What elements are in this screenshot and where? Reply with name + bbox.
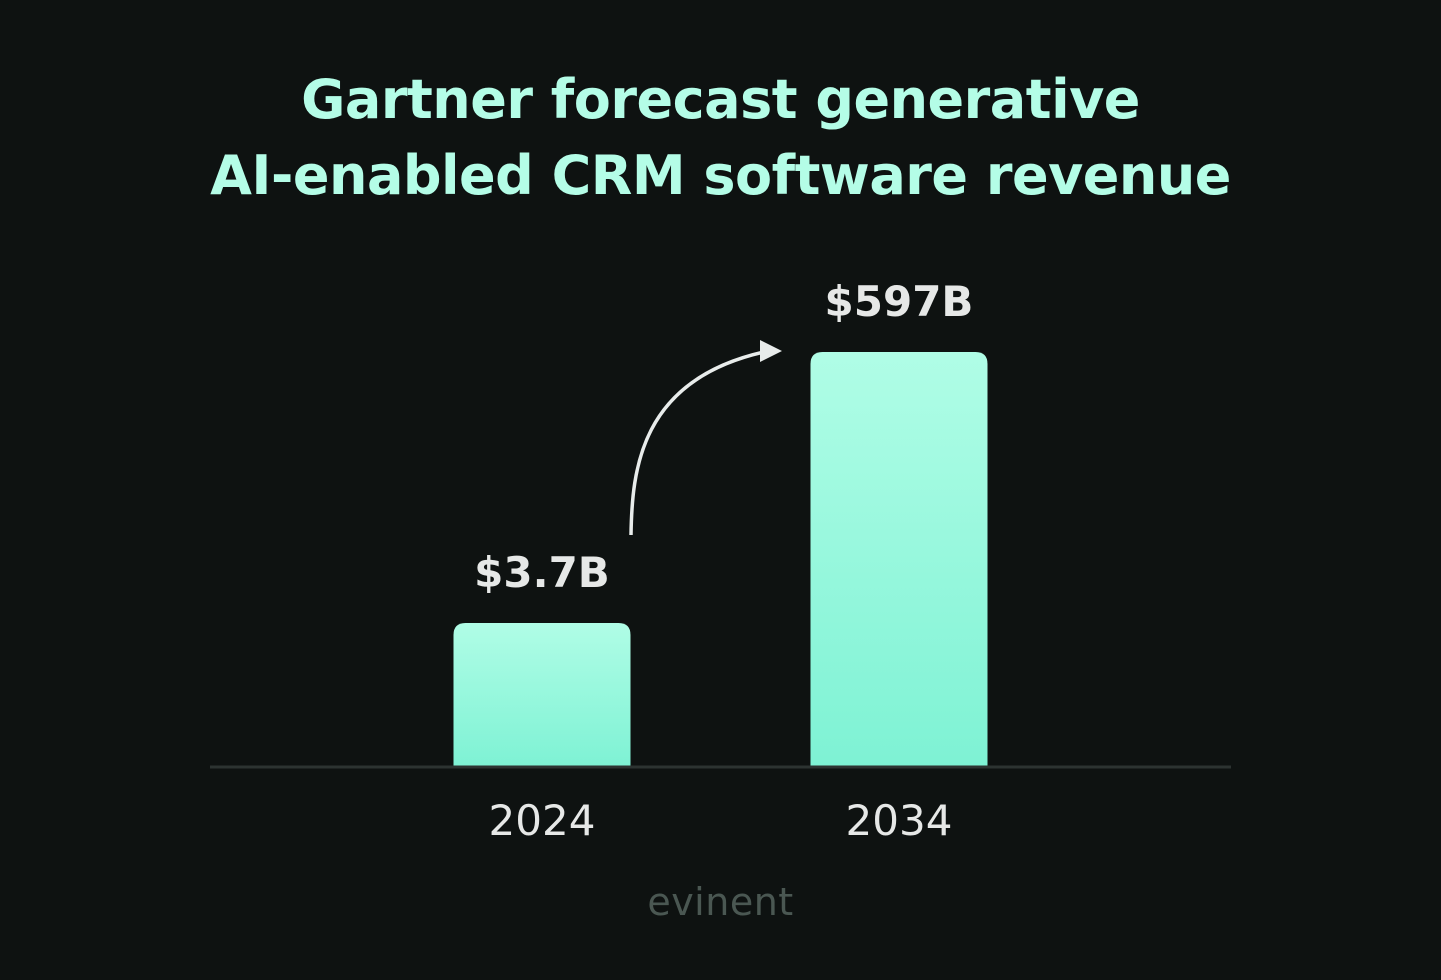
value-label-2034: $597B	[825, 277, 974, 326]
brand-logo: evinent	[647, 880, 794, 924]
value-label-2024: $3.7B	[474, 548, 610, 597]
chart-title-line-1: Gartner forecast generative	[301, 68, 1140, 131]
chart-title-line-2: AI-enabled CRM software revenue	[210, 144, 1231, 207]
tick-labels-group: 2024 2034	[489, 796, 953, 845]
chart-title: Gartner forecast generative AI-enabled C…	[0, 62, 1441, 214]
growth-arrow	[629, 350, 765, 536]
bar-2024	[453, 623, 631, 767]
growth-arrow-head-icon	[760, 340, 782, 362]
bar-2034	[810, 352, 988, 767]
x-tick-label-2034: 2034	[846, 796, 953, 845]
value-labels-group: $3.7B $597B	[474, 277, 973, 597]
x-tick-label-2024: 2024	[489, 796, 596, 845]
bars-group	[453, 352, 988, 767]
